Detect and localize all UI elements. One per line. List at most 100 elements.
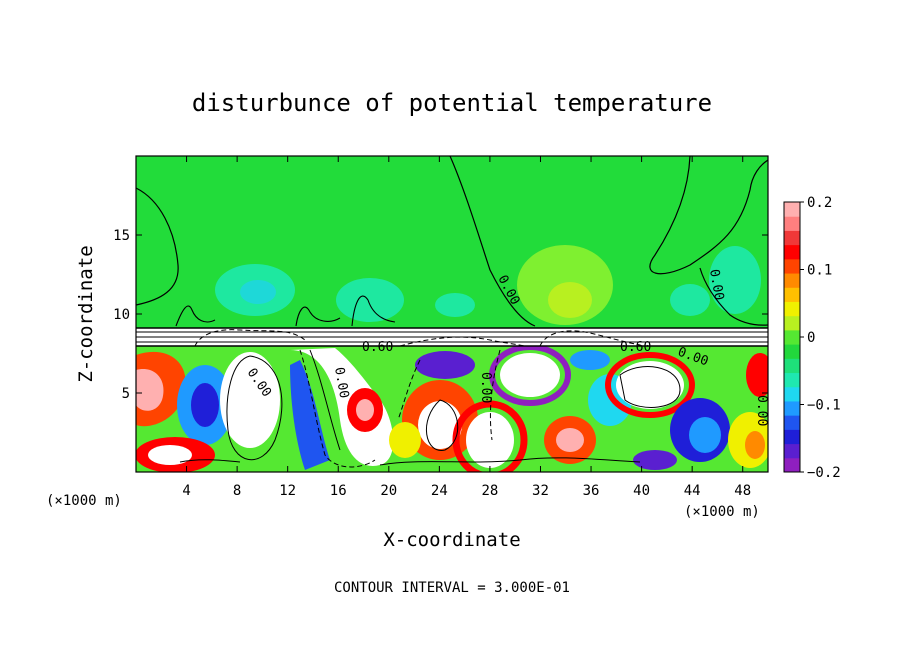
field-blob <box>136 369 164 411</box>
field-patch <box>548 282 592 318</box>
colorbar-ticks: 0.2 0.1 0 −0.1 −0.2 <box>800 195 841 481</box>
contour-line <box>649 156 768 275</box>
field-blob <box>616 361 684 409</box>
contour-interval-note: CONTOUR INTERVAL = 3.000E-01 <box>334 580 570 596</box>
colorbar <box>783 201 801 473</box>
field-blob <box>290 360 330 470</box>
y-axis: 5 10 15 <box>113 228 768 402</box>
colorbar-swatch <box>784 258 800 274</box>
contour-line <box>194 329 306 347</box>
contour-line <box>397 359 421 421</box>
contour-line <box>489 349 501 441</box>
colorbar-swatch <box>784 287 800 302</box>
field-blob <box>418 401 462 449</box>
x-axis: 4 8 12 16 20 24 28 32 36 40 44 48 <box>182 156 751 499</box>
colorbar-swatch <box>784 301 800 317</box>
contour-line <box>309 349 341 451</box>
field-blob <box>191 383 219 427</box>
field-blob <box>745 431 765 459</box>
field-patch <box>240 280 276 304</box>
contour-label: 0.00 <box>478 372 493 403</box>
colorbar-tick-label: −0.2 <box>807 465 841 481</box>
field-blob <box>148 445 192 465</box>
colorbar-swatch <box>784 273 800 288</box>
y-tick-label: 10 <box>113 307 130 323</box>
colorbar-swatch <box>784 230 800 246</box>
colorbar-swatch <box>784 358 800 374</box>
field-blob <box>415 351 475 379</box>
x-tick-label: 48 <box>734 483 751 499</box>
colorbar-swatch <box>784 457 800 473</box>
field-blob <box>389 422 421 458</box>
colorbar-swatch <box>784 244 800 260</box>
y-axis-label: Z-coordinate <box>75 245 97 382</box>
x-tick-label: 28 <box>481 483 498 499</box>
x-tick-label: 40 <box>633 483 650 499</box>
colorbar-swatch <box>784 443 800 459</box>
chart-title: disturbunce of potential temperature <box>192 89 712 117</box>
x-tick-label: 36 <box>583 483 600 499</box>
colorbar-swatch <box>784 344 800 359</box>
colorbar-tick-label: 0 <box>807 330 815 346</box>
contour-label: 0.00 <box>754 395 769 426</box>
contour-label: 0.60 <box>620 340 651 355</box>
y-tick-label: 5 <box>122 386 130 402</box>
field-blob <box>570 350 610 370</box>
x-tick-label: 32 <box>532 483 549 499</box>
field-patch <box>435 293 475 317</box>
contour-line <box>299 349 376 468</box>
colorbar-tick-label: 0.2 <box>807 195 832 211</box>
field-blob <box>220 352 280 448</box>
x-tick-label: 12 <box>279 483 296 499</box>
field-patch <box>336 278 404 322</box>
contour-line <box>379 457 641 466</box>
field-blob <box>290 348 394 466</box>
field-patch <box>670 284 710 316</box>
colorbar-swatch <box>784 372 800 388</box>
x-tick-label: 20 <box>380 483 397 499</box>
field-blob <box>556 428 584 452</box>
contour-line <box>136 187 179 306</box>
x-unit-note: (×1000 m) <box>46 493 122 509</box>
colorbar-tick-label: −0.1 <box>807 398 841 414</box>
x-axis-label: X-coordinate <box>383 529 520 551</box>
contour-line <box>179 459 241 463</box>
colorbar-swatch <box>784 216 800 231</box>
field-blob <box>489 344 571 406</box>
field-blob <box>689 417 721 453</box>
field-blob <box>633 450 677 470</box>
contour-line <box>399 336 526 347</box>
colorbar-swatch <box>784 329 800 345</box>
z-unit-note: (×1000 m) <box>684 504 760 520</box>
colorbar-swatch <box>784 400 800 416</box>
plot-area: 0.00 0.00 0.60 0.60 0.00 0.00 0.00 0.00 … <box>136 156 769 472</box>
contour-line <box>175 305 216 327</box>
contour-label: 0.60 <box>362 340 393 355</box>
colorbar-swatch <box>784 415 800 430</box>
field-blob <box>466 412 514 468</box>
contour-line <box>351 295 396 327</box>
x-tick-label: 44 <box>684 483 701 499</box>
contour-line <box>425 399 459 451</box>
colorbar-swatch <box>784 429 800 445</box>
contour-label: 0.00 <box>706 268 726 301</box>
x-tick-label: 24 <box>431 483 448 499</box>
contour-line <box>539 330 641 347</box>
contour-line <box>226 355 283 461</box>
field-blob <box>452 400 528 472</box>
contour-line <box>295 306 341 327</box>
field-blob <box>356 399 374 421</box>
field-patch <box>709 246 761 314</box>
x-tick-label: 8 <box>233 483 241 499</box>
colorbar-swatch <box>784 202 800 217</box>
contour-line <box>699 267 768 326</box>
contour-line <box>449 156 536 327</box>
colorbar-tick-label: 0.1 <box>807 263 832 279</box>
x-tick-label: 4 <box>182 483 190 499</box>
colorbar-swatch <box>784 315 800 331</box>
contour-line <box>619 366 681 408</box>
contour-label: 0.00 <box>331 366 351 399</box>
x-tick-label: 16 <box>330 483 347 499</box>
y-tick-label: 15 <box>113 228 130 244</box>
